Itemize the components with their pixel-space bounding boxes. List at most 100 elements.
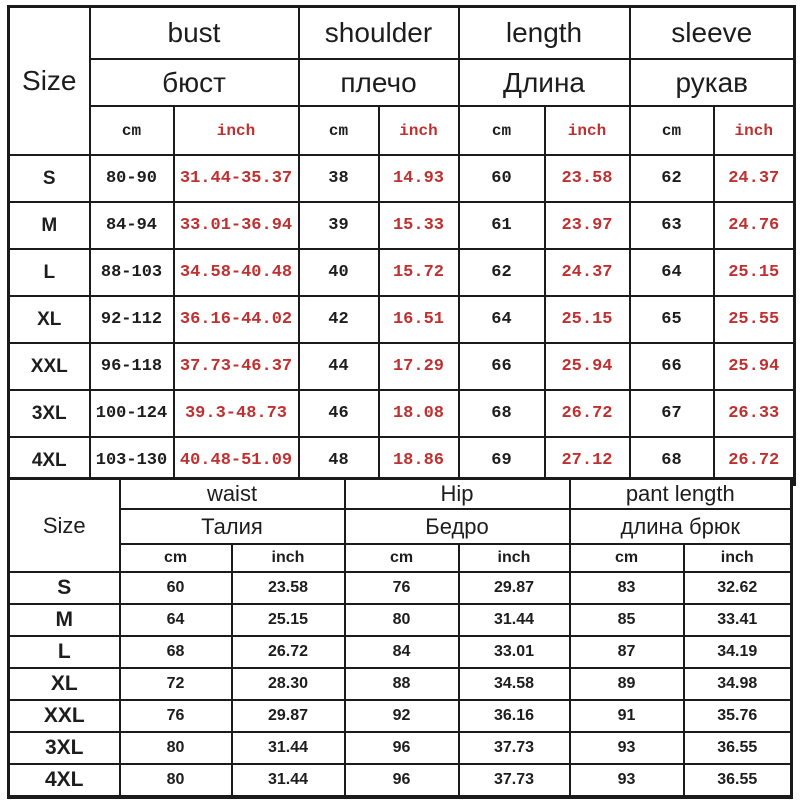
- value-cell: 80: [343, 603, 460, 637]
- size-label-cell: 3XL: [7, 389, 91, 438]
- size-label-cell: XL: [7, 667, 121, 701]
- unit-inch-header: inch: [712, 105, 796, 156]
- value-cell: 39.3-48.73: [172, 389, 300, 438]
- value-cell: 18.08: [377, 389, 460, 438]
- value-cell: 72: [118, 667, 233, 701]
- value-cell: 67: [628, 389, 715, 438]
- size-label-cell: M: [7, 201, 91, 250]
- value-cell: 31.44: [457, 603, 571, 637]
- size-label-cell: 3XL: [7, 731, 121, 765]
- value-cell: 31.44-35.37: [172, 154, 300, 203]
- column-group-label-ru: Бедро: [343, 508, 571, 545]
- unit-cm-header: cm: [88, 105, 175, 156]
- value-cell: 68: [457, 389, 546, 438]
- value-cell: 25.15: [543, 295, 631, 344]
- value-cell: 15.72: [377, 248, 460, 297]
- unit-cm-header: cm: [297, 105, 380, 156]
- value-cell: 93: [568, 763, 685, 798]
- column-group-label-ru: Талия: [118, 508, 346, 545]
- value-cell: 25.94: [543, 342, 631, 391]
- unit-cm-header: cm: [343, 543, 460, 573]
- value-cell: 24.37: [543, 248, 631, 297]
- value-cell: 28.30: [230, 667, 346, 701]
- value-cell: 96: [343, 763, 460, 798]
- table-row: XL 72 28.30 88 34.58 89 34.98: [7, 667, 793, 701]
- value-cell: 89: [568, 667, 685, 701]
- value-cell: 37.73: [457, 763, 571, 798]
- value-cell: 15.33: [377, 201, 460, 250]
- value-cell: 26.72: [543, 389, 631, 438]
- value-cell: 83: [568, 571, 685, 605]
- value-cell: 76: [118, 699, 233, 733]
- table-row: XL 92-112 36.16-44.02 42 16.51 64 25.15 65 25.55: [7, 295, 796, 344]
- value-cell: 25.15: [712, 248, 796, 297]
- value-cell: 80: [118, 731, 233, 765]
- table-row: S 60 23.58 76 29.87 83 32.62: [7, 571, 793, 605]
- value-cell: 39: [297, 201, 380, 250]
- value-cell: 100-124: [88, 389, 175, 438]
- column-group-label-en: bust: [88, 5, 300, 60]
- value-cell: 96: [343, 731, 460, 765]
- value-cell: 35.76: [682, 699, 793, 733]
- value-cell: 65: [628, 295, 715, 344]
- value-cell: 64: [118, 603, 233, 637]
- value-cell: 23.97: [543, 201, 631, 250]
- value-cell: 87: [568, 635, 685, 669]
- column-group-label-en: shoulder: [297, 5, 460, 60]
- value-cell: 96-118: [88, 342, 175, 391]
- value-cell: 29.87: [457, 571, 571, 605]
- column-group-label-en: Hip: [343, 477, 571, 510]
- unit-inch-header: inch: [172, 105, 300, 156]
- value-cell: 23.58: [230, 571, 346, 605]
- value-cell: 40: [297, 248, 380, 297]
- value-cell: 34.58-40.48: [172, 248, 300, 297]
- size-label-cell: L: [7, 635, 121, 669]
- size-label-cell: 4XL: [7, 763, 121, 798]
- value-cell: 60: [457, 154, 546, 203]
- value-cell: 61: [457, 201, 546, 250]
- size-label-cell: L: [7, 248, 91, 297]
- upper-size-table: Size bust shoulder length sleeve бюст плечо Дли…: [7, 5, 796, 486]
- unit-inch-header: inch: [230, 543, 346, 573]
- table-row: S 80-90 31.44-35.37 38 14.93 60 23.58 62 24.37: [7, 154, 796, 203]
- value-cell: 84-94: [88, 201, 175, 250]
- value-cell: 23.58: [543, 154, 631, 203]
- value-cell: 34.98: [682, 667, 793, 701]
- column-group-label-ru: Длина: [457, 58, 631, 107]
- value-cell: 85: [568, 603, 685, 637]
- value-cell: 24.76: [712, 201, 796, 250]
- size-label-cell: XL: [7, 295, 91, 344]
- value-cell: 91: [568, 699, 685, 733]
- value-cell: 25.94: [712, 342, 796, 391]
- table-row: M 64 25.15 80 31.44 85 33.41: [7, 603, 793, 637]
- value-cell: 36.55: [682, 763, 793, 798]
- table-row: M 84-94 33.01-36.94 39 15.33 61 23.97 63 24.76: [7, 201, 796, 250]
- value-cell: 14.93: [377, 154, 460, 203]
- value-cell: 46: [297, 389, 380, 438]
- column-group-label-en: waist: [118, 477, 346, 510]
- value-cell: 62: [457, 248, 546, 297]
- value-cell: 16.51: [377, 295, 460, 344]
- value-cell: 84: [343, 635, 460, 669]
- value-cell: 33.01: [457, 635, 571, 669]
- table-row: L 68 26.72 84 33.01 87 34.19: [7, 635, 793, 669]
- value-cell: 36.55: [682, 731, 793, 765]
- value-cell: 80: [118, 763, 233, 798]
- value-cell: 26.72: [230, 635, 346, 669]
- value-cell: 34.19: [682, 635, 793, 669]
- unit-inch-header: inch: [682, 543, 793, 573]
- unit-inch-header: inch: [377, 105, 460, 156]
- column-group-label-en: length: [457, 5, 631, 60]
- unit-cm-header: cm: [628, 105, 715, 156]
- value-cell: 25.15: [230, 603, 346, 637]
- value-cell: 44: [297, 342, 380, 391]
- value-cell: 36.16: [457, 699, 571, 733]
- table-row: 4XL 103-130 40.48-51.09 48 18.86 69 27.12 68 26.…: [7, 436, 796, 486]
- unit-inch-header: inch: [457, 543, 571, 573]
- value-cell: 31.44: [230, 763, 346, 798]
- value-cell: 60: [118, 571, 233, 605]
- size-label-cell: S: [7, 571, 121, 605]
- value-cell: 64: [457, 295, 546, 344]
- value-cell: 33.41: [682, 603, 793, 637]
- column-group-label-ru: длина брюк: [568, 508, 793, 545]
